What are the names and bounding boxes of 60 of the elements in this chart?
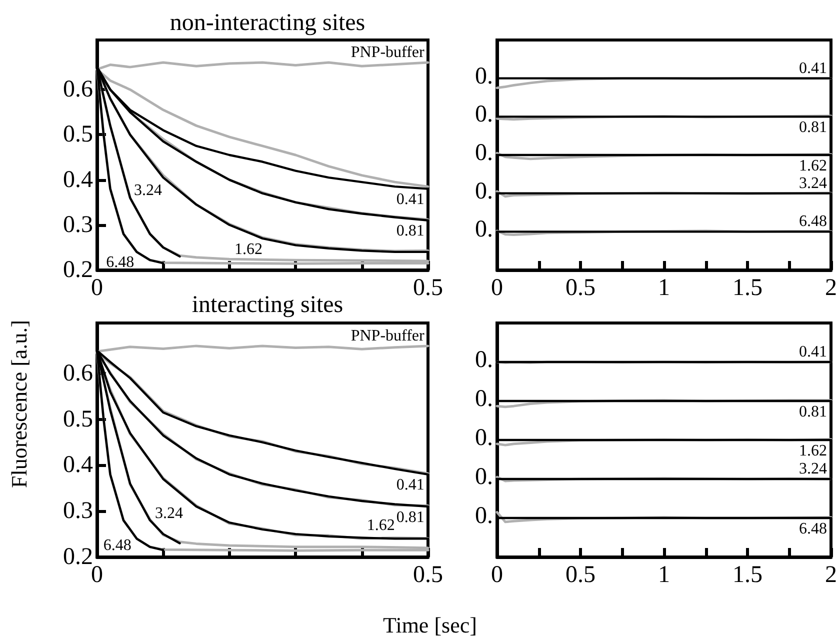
- series-label: 0.41: [396, 476, 424, 494]
- series-label: 0.41: [799, 60, 828, 77]
- x-axis-title: Time [sec]: [383, 612, 477, 638]
- x-tick-label: 0.5: [566, 275, 596, 301]
- series-label: 0.81: [799, 404, 828, 420]
- series-label: PNP-buffer: [350, 328, 425, 345]
- y-tick-label: 0.6: [63, 360, 93, 386]
- series-label: 3.24: [154, 504, 183, 522]
- chart-title: non-interacting sites: [170, 10, 366, 36]
- y-tick-label: 0.5: [63, 122, 93, 148]
- y-axis-title: Fluorescence [a.u.]: [6, 320, 32, 488]
- series-label: PNP-buffer: [350, 44, 425, 62]
- y-tick-label: 0.3: [63, 498, 93, 524]
- series-label: 1.62: [799, 442, 828, 460]
- series-label: 6.48: [103, 536, 132, 554]
- text: 0.: [475, 216, 493, 243]
- series-label: 1.62: [234, 240, 262, 258]
- x-tick-label: 0.5: [413, 562, 443, 588]
- series-label: 0.81: [799, 119, 828, 136]
- series-label: 6.48: [799, 213, 828, 230]
- series-label: 6.48: [799, 520, 828, 538]
- y-tick-label: 0.4: [63, 452, 93, 478]
- x-tick-label: 1.5: [732, 562, 762, 588]
- text: 0.: [475, 386, 493, 412]
- y-tick-label: 0.2: [63, 257, 93, 283]
- text: 0.: [475, 347, 493, 373]
- text: 0.: [475, 63, 493, 90]
- series-label: 0.81: [396, 222, 424, 240]
- x-tick-label: 0.5: [566, 562, 596, 588]
- series-label: 3.24: [799, 174, 828, 192]
- series-label: 0.41: [799, 344, 828, 360]
- series-label: 0.81: [396, 508, 424, 526]
- text: 0.: [475, 178, 493, 204]
- series-label: 3.24: [799, 460, 828, 478]
- y-tick-label: 0.4: [63, 166, 93, 193]
- y-tick-label: 0.2: [63, 544, 93, 570]
- x-tick-label: 0: [91, 275, 103, 301]
- series-label: 1.62: [366, 517, 395, 534]
- y-tick-label: 0.5: [63, 406, 93, 432]
- series-label: 6.48: [106, 254, 134, 271]
- x-tick-label: 0.5: [413, 275, 443, 301]
- text: 0.: [475, 503, 493, 529]
- x-tick-label: 0: [91, 562, 103, 588]
- series-label: 3.24: [134, 182, 162, 200]
- chart-title: interacting sites: [192, 292, 344, 318]
- y-tick-label: 0.3: [63, 212, 93, 238]
- x-tick-label: 2: [825, 562, 837, 588]
- text: 0.: [475, 464, 493, 490]
- y-tick-label: 0.6: [63, 76, 93, 103]
- x-tick-label: 1.5: [732, 275, 762, 301]
- x-tick-label: 1: [658, 275, 670, 301]
- text: 0.: [475, 425, 493, 451]
- text: 0.: [475, 102, 493, 128]
- x-tick-label: 0: [491, 562, 503, 588]
- x-tick-label: 0: [491, 275, 503, 301]
- series-label: 0.41: [396, 191, 424, 208]
- x-tick-label: 2: [825, 275, 837, 301]
- text: 0.: [475, 140, 493, 166]
- x-tick-label: 1: [658, 562, 670, 588]
- series-label: 1.62: [799, 158, 828, 174]
